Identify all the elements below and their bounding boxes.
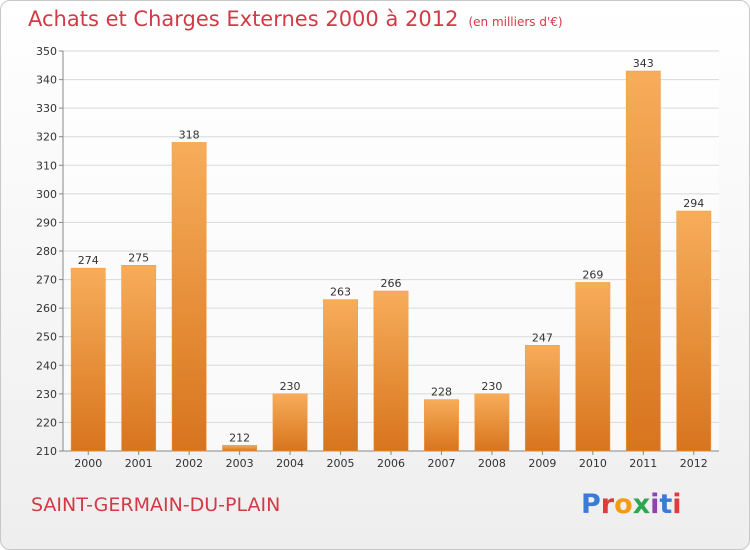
y-tick-label: 290 (36, 216, 57, 229)
chart-title-block: Achats et Charges Externes 2000 à 2012 (e… (28, 7, 563, 31)
bar (171, 142, 207, 452)
y-tick-label: 350 (36, 45, 57, 58)
place-name: SAINT-GERMAIN-DU-PLAIN (31, 494, 281, 516)
y-tick-label: 280 (36, 245, 57, 258)
bar (524, 345, 560, 452)
bar-value-label: 228 (431, 386, 452, 399)
logo-letter: i (672, 489, 682, 520)
bar (474, 393, 510, 452)
x-tick-label: 2000 (74, 457, 102, 470)
bar-value-label: 230 (481, 380, 502, 393)
x-tick-label: 2004 (276, 457, 304, 470)
x-tick-label: 2008 (478, 457, 506, 470)
bar-value-label: 263 (330, 286, 351, 299)
y-tick-label: 310 (36, 159, 57, 172)
logo-letter: o (614, 489, 633, 520)
bar (676, 210, 712, 452)
x-tick-label: 2002 (175, 457, 203, 470)
bar (222, 445, 258, 452)
bar (272, 393, 308, 452)
chart-title: Achats et Charges Externes 2000 à 2012 (28, 7, 459, 31)
bar-value-label: 247 (532, 331, 553, 344)
proxiti-logo: Proxiti (581, 489, 682, 520)
bar (70, 267, 106, 452)
logo-letter: r (600, 489, 615, 520)
bar-value-label: 212 (229, 431, 250, 444)
chart-unit: (en milliers d'€) (468, 15, 563, 29)
x-tick-label: 2001 (125, 457, 153, 470)
x-tick-label: 2010 (579, 457, 607, 470)
y-tick-label: 260 (36, 302, 57, 315)
y-tick-label: 270 (36, 274, 57, 287)
bar-value-label: 269 (582, 268, 603, 281)
x-tick-label: 2007 (427, 457, 455, 470)
x-tick-label: 2011 (629, 457, 657, 470)
logo-letter: P (581, 489, 601, 520)
bar (121, 265, 157, 452)
bar (373, 290, 409, 452)
bar (323, 299, 358, 452)
bar-value-label: 318 (179, 128, 200, 141)
y-tick-label: 320 (36, 131, 57, 144)
bar (575, 282, 611, 452)
logo-letter: i (650, 489, 660, 520)
y-tick-label: 220 (36, 416, 57, 429)
y-tick-label: 330 (36, 102, 57, 115)
x-tick-label: 2003 (226, 457, 254, 470)
bar-value-label: 343 (633, 57, 654, 70)
x-tick-label: 2009 (528, 457, 556, 470)
y-tick-label: 340 (36, 74, 57, 87)
bar-value-label: 266 (381, 277, 402, 290)
y-tick-label: 210 (36, 445, 57, 458)
x-tick-label: 2005 (327, 457, 355, 470)
y-tick-label: 300 (36, 188, 57, 201)
bar-value-label: 274 (78, 254, 99, 267)
logo-letter: t (659, 489, 673, 520)
logo-letter: x (632, 489, 651, 520)
bar (424, 399, 459, 452)
y-tick-label: 250 (36, 331, 57, 344)
bar-value-label: 275 (128, 251, 149, 264)
y-tick-label: 240 (36, 359, 57, 372)
y-tick-label: 230 (36, 388, 57, 401)
x-tick-label: 2012 (680, 457, 708, 470)
bar-value-label: 294 (683, 197, 704, 210)
bar-value-label: 230 (280, 380, 301, 393)
x-tick-label: 2006 (377, 457, 405, 470)
bar (625, 70, 661, 452)
